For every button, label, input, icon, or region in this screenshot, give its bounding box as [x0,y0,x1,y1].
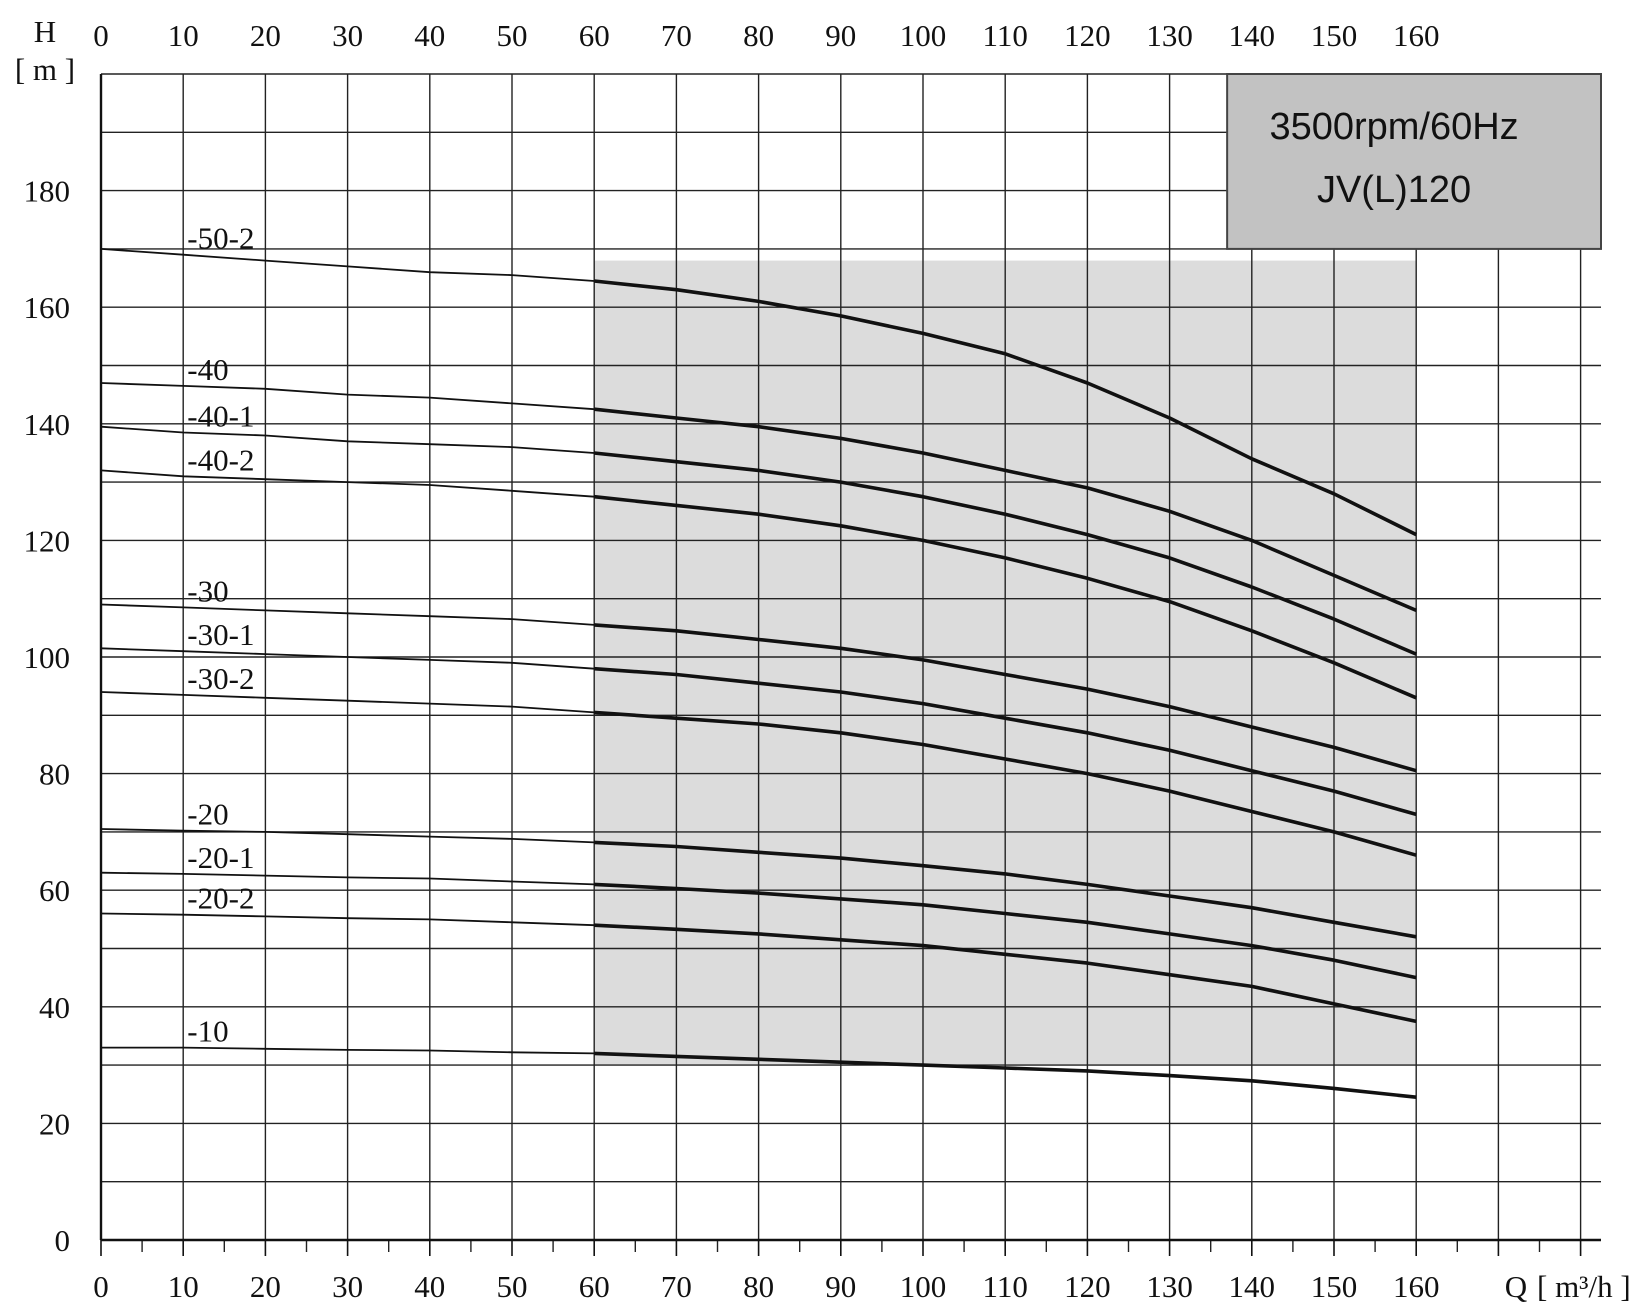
x-axis-unit: [ m³/h ] [1537,1269,1631,1304]
x-tick-labels-top: 0 10 20 30 40 50 60 70 80 90 100 110 120 130 140 150 160 [93,18,1439,53]
series-line-30-1 [100,647,595,670]
y-tick-label: 80 [39,757,70,792]
title-box-background [1226,73,1602,250]
series-label-40-1: -40-1 [187,399,254,434]
x-tick-labels-bottom: 0 10 20 30 40 50 60 70 80 90 100 110 120 130 140 150 160 [93,1269,1439,1304]
y-axis-unit: [ m ] [15,52,75,87]
series-line-20-2 [100,912,595,927]
series-label-20-2: -20-2 [187,881,254,916]
x-tick-label-top: 10 [168,18,199,53]
series-line-30-2 [100,691,595,714]
series-line-bold-20 [594,840,1417,939]
y-tick-label: 0 [55,1223,71,1258]
series-line-bold-30 [594,623,1417,773]
y-tick-label: 160 [24,290,71,325]
x-tick-label: 0 [93,1269,109,1304]
series-label-30: -30 [187,573,228,608]
x-tick-label-top: 70 [661,18,692,53]
x-tick-label: 30 [332,1269,363,1304]
series-line-bold-40-1 [594,451,1417,656]
series-label-30-2: -30-2 [187,661,254,696]
series-label-20-1: -20-1 [187,840,254,875]
series-line-bold-20-1 [594,882,1417,980]
series-label-10: -10 [187,1014,228,1049]
series-label-50-2: -50-2 [187,221,254,256]
y-tick-label: 180 [24,174,71,209]
x-tick-label: 100 [900,1269,947,1304]
x-tick-label: 130 [1146,1269,1193,1304]
x-tick-label: 120 [1064,1269,1111,1304]
y-tick-label: 140 [24,407,71,442]
y-tick-label: 120 [24,523,71,558]
y-tick-labels: 0 20 40 60 80 100 120 140 160 180 [24,174,71,1258]
x-tick-label: 90 [825,1269,856,1304]
x-tick-label: 20 [250,1269,281,1304]
x-tick-label-top: 150 [1311,18,1358,53]
x-tick-label: 150 [1311,1269,1358,1304]
x-tick-label: 160 [1393,1269,1440,1304]
x-tick-label-top: 80 [743,18,774,53]
x-tick-label-top: 60 [579,18,610,53]
y-tick-label: 100 [24,640,71,675]
series-lines [100,248,1418,1099]
x-tick-label-top: 20 [250,18,281,53]
y-tick-label: 40 [39,990,70,1025]
x-tick-label-top: 130 [1146,18,1193,53]
series-line-20-1 [100,871,595,886]
chart-title: 3500rpm/60Hz [1269,106,1518,148]
series-label-20: -20 [187,797,228,832]
x-tick-label-top: 40 [414,18,445,53]
x-tick-label-top: 120 [1064,18,1111,53]
series-line-50-2 [100,248,595,282]
series-line-20 [100,828,595,844]
axes [99,74,1601,1256]
y-tick-label: 20 [39,1106,70,1141]
series-line-10 [101,1046,595,1055]
series-line-bold-30-1 [594,666,1417,817]
x-tick-label: 40 [414,1269,445,1304]
series-labels: -50-2 -40 -40-1 -40-2 -30 -30-1 -30-2 -20 -20-1 -… [187,221,254,1049]
series-label-30-1: -30-1 [187,617,254,652]
series-line-40-1 [100,425,595,454]
series-label-40-2: -40-2 [187,442,254,477]
x-tick-label: 60 [579,1269,610,1304]
series-line-40-2 [100,469,595,498]
x-tick-label-top: 0 [93,18,109,53]
series-line-bold-30-2 [594,710,1417,857]
x-tick-label: 50 [497,1269,528,1304]
x-tick-label: 80 [743,1269,774,1304]
x-tick-label: 10 [168,1269,199,1304]
series-line-bold-10 [594,1051,1417,1099]
x-tick-label-top: 50 [497,18,528,53]
series-line-bold-40-2 [594,494,1417,700]
x-tick-label: 110 [983,1269,1028,1304]
series-line-bold-50-2 [594,279,1418,537]
x-tick-label: 70 [661,1269,692,1304]
series-line-bold-40 [594,407,1417,613]
x-tick-label-top: 100 [900,18,947,53]
x-axis-label: Q [1505,1269,1527,1304]
series-line-30 [100,603,595,626]
series-label-40: -40 [187,352,228,387]
x-tick-label-top: 160 [1393,18,1440,53]
chart-subtitle: JV(L)120 [1317,169,1471,211]
y-axis-label: H [34,14,56,49]
title-box: 3500rpm/60Hz JV(L)120 [1226,73,1602,250]
series-line-40 [100,382,595,411]
series-line-bold-20-2 [594,923,1417,1024]
x-tick-label-top: 30 [332,18,363,53]
x-tick-label-top: 140 [1229,18,1276,53]
x-tick-label: 140 [1229,1269,1276,1304]
x-minor-ticks [141,1240,1541,1252]
x-tick-label-top: 110 [983,18,1028,53]
y-tick-label: 60 [39,873,70,908]
x-tick-label-top: 90 [825,18,856,53]
